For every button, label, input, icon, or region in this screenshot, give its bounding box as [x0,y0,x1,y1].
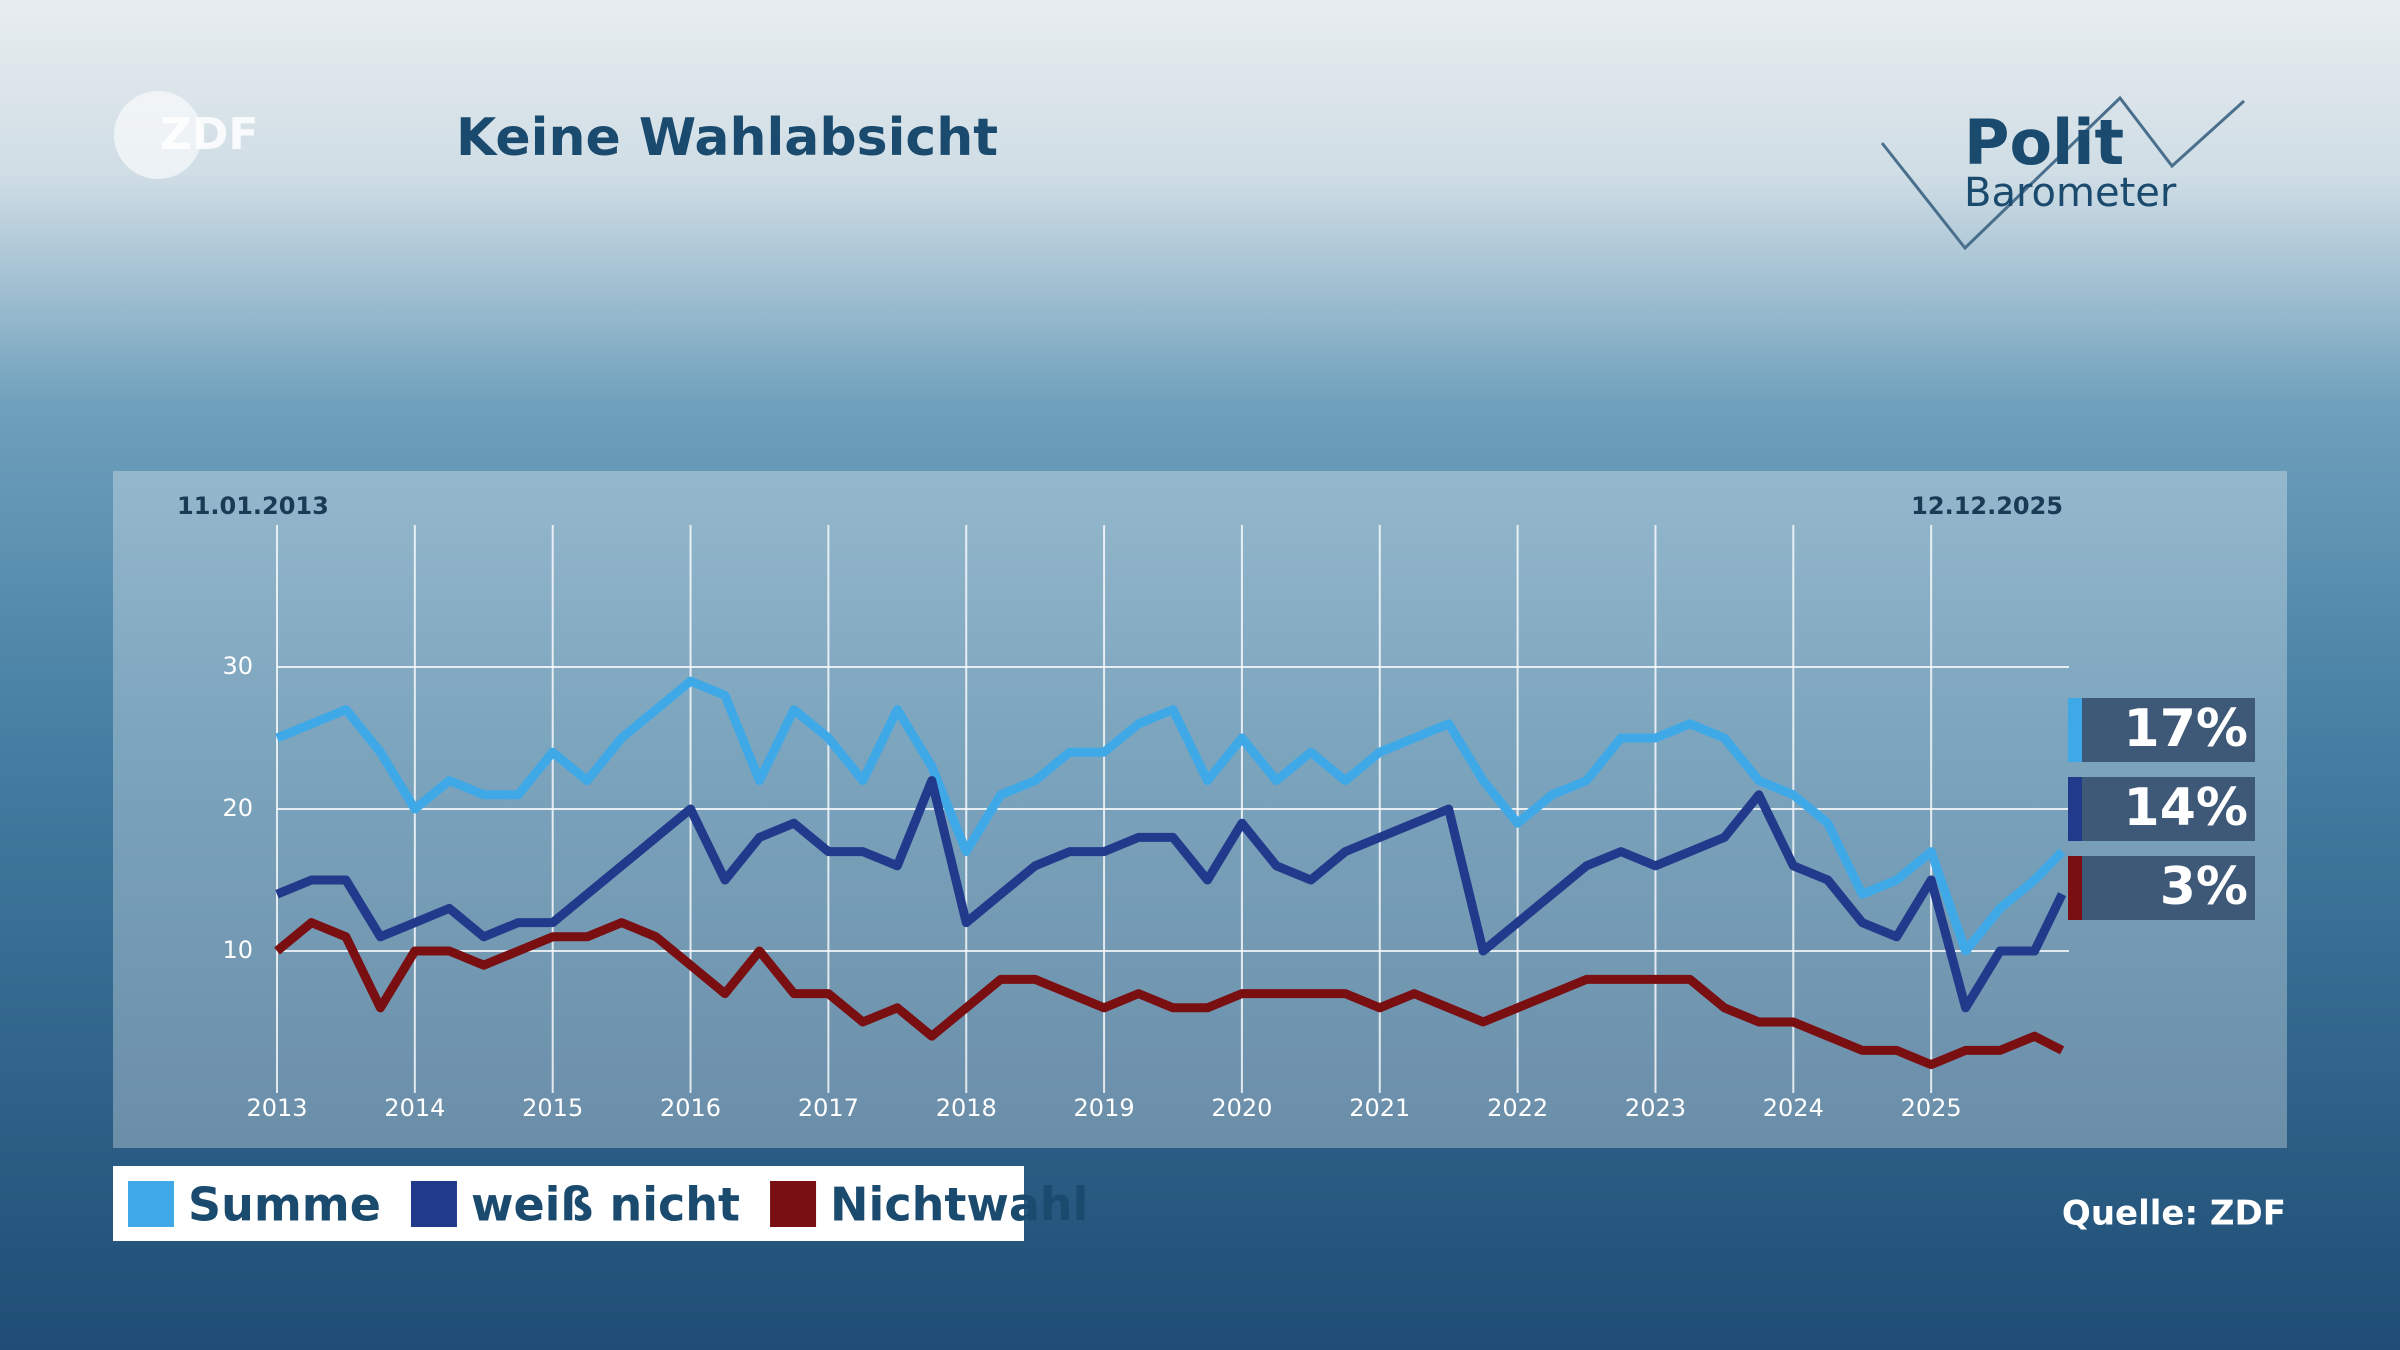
end-label-swatch [2068,777,2082,841]
legend-label: weiß nicht [471,1178,740,1232]
end-label: 3% [2160,857,2248,917]
x-tick-label: 2014 [384,1094,445,1122]
x-tick-label: 2015 [522,1094,583,1122]
y-tick-label: 10 [222,936,253,964]
series-line [275,776,2067,1013]
legend-label: Nichtwahl [830,1178,1088,1232]
x-tick-label: 2023 [1625,1094,1686,1122]
logo: ZDF [160,109,258,160]
series-line [274,918,2065,1070]
end-label-box [2068,777,2255,841]
x-tick-label: 2018 [936,1094,997,1122]
legend-swatch [410,1181,457,1227]
legend [113,1166,1024,1241]
x-tick-label: 2013 [246,1094,307,1122]
x-tick-label: 2017 [798,1094,859,1122]
x-tick-label: 2021 [1349,1094,1410,1122]
plot: 2013 2014 2015 2016 2017 2018 2019 2020 2021 2022… [222,525,2255,1122]
x-tick-label: 2024 [1763,1094,1824,1122]
end-label-swatch [2068,856,2082,920]
end-label: 17% [2124,699,2248,759]
start-date: 11.01.2013 [177,492,329,520]
source: Quelle: ZDF [2062,1194,2286,1234]
end-label-box [2068,698,2255,762]
end-date: 12.12.2025 [1911,492,2063,520]
legend-items: Summe weiß nicht Nichtwahl [128,1178,1088,1232]
brand-subtitle: Barometer [1964,170,2177,216]
brand-zigzag [1880,95,2246,251]
y-tick-label: 20 [222,794,253,822]
legend-swatch [770,1181,817,1227]
end-label-box [2068,856,2255,920]
x-tick-label: 2020 [1211,1094,1272,1122]
end-label-swatch [2068,698,2082,762]
y-tick-label: 30 [222,652,253,680]
end-label: 14% [2124,778,2248,838]
x-tick-label: 2022 [1487,1094,1548,1122]
series-line [275,676,2066,956]
brand-title: Polit [1964,106,2124,179]
chart-title: Keine Wahlabsicht [456,108,998,168]
legend-label: Summe [188,1178,381,1232]
legend-swatch [128,1181,174,1227]
x-tick-label: 2016 [660,1094,721,1122]
logo-circle [114,91,202,179]
x-tick-label: 2025 [1901,1094,1962,1122]
x-tick-label: 2019 [1074,1094,1135,1122]
